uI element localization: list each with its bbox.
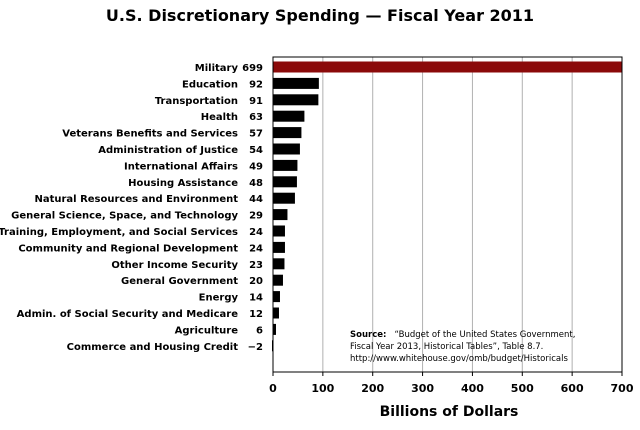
category-label: Other Income Security (111, 260, 238, 271)
source-line-2: Fiscal Year 2013, Historical Tables”, Ta… (350, 342, 543, 352)
category-label: Military (195, 63, 239, 74)
category-label: General Government (121, 276, 238, 287)
category-label: Transportation (155, 96, 238, 107)
category-label: International Affairs (124, 161, 238, 172)
category-label: Agriculture (175, 325, 239, 336)
value-label: 23 (249, 260, 263, 271)
x-tick-label: 600 (561, 382, 584, 395)
x-tick-label: 0 (269, 382, 277, 395)
value-label: 48 (249, 178, 263, 189)
source-note: Source: “Budget of the United States Gov… (350, 322, 575, 364)
value-labels: 699 92 91 63 57 54 49 48 44 29 24 24 23 20 14 12 6 −2 (242, 63, 263, 353)
bar (273, 209, 288, 221)
bar (273, 225, 285, 237)
category-label: Education (182, 79, 238, 90)
category-label: Training, Employment, and Social Service… (0, 227, 238, 238)
source-label: Source: (350, 330, 386, 340)
source-line-1: “Budget of the United States Government, (395, 330, 576, 340)
bar (273, 127, 302, 139)
bar (273, 61, 622, 73)
category-label: Administration of Justice (98, 145, 238, 156)
bar (273, 159, 298, 171)
gridlines (272, 57, 623, 376)
value-label: 14 (249, 293, 263, 304)
x-tick-label: 200 (361, 382, 384, 395)
category-label: Energy (199, 293, 239, 304)
chart-title: U.S. Discretionary Spending — Fiscal Yea… (106, 6, 534, 25)
bar (273, 94, 319, 106)
value-label: −2 (248, 342, 263, 353)
category-label: Community and Regional Development (18, 243, 238, 254)
x-axis-label: Billions of Dollars (380, 404, 519, 420)
value-label: 54 (249, 145, 263, 156)
bar (273, 110, 305, 122)
value-label: 63 (249, 112, 263, 123)
category-label: General Science, Space, and Technology (11, 211, 238, 222)
category-label: Admin. of Social Security and Medicare (17, 309, 239, 320)
bar (273, 143, 300, 155)
category-labels: Military Education Transportation Health Vet… (0, 63, 238, 353)
value-label: 24 (249, 227, 263, 238)
svg-text:Source: “Budget of the: Source: “Budget of the United States Gov… (350, 322, 575, 341)
bar (273, 77, 319, 89)
x-tick-label: 700 (611, 382, 634, 395)
value-label: 6 (256, 325, 263, 336)
value-label: 699 (242, 63, 263, 74)
category-label: Natural Resources and Environment (34, 194, 238, 205)
bar (273, 323, 276, 335)
category-label: Commerce and Housing Credit (67, 342, 239, 353)
x-tick-label: 300 (411, 382, 434, 395)
bar (273, 274, 283, 286)
value-label: 92 (249, 79, 263, 90)
category-label: Health (201, 112, 238, 123)
value-label: 24 (249, 243, 263, 254)
value-label: 49 (249, 161, 263, 172)
value-label: 12 (249, 309, 263, 320)
value-label: 29 (249, 211, 263, 222)
value-label: 20 (249, 276, 263, 287)
bar (273, 176, 297, 188)
value-label: 44 (249, 194, 263, 205)
x-tick-label: 100 (311, 382, 334, 395)
x-tick-labels: 0 100 200 300 400 500 600 700 (269, 382, 634, 395)
value-label: 91 (249, 96, 263, 107)
bar (273, 291, 280, 303)
bar (273, 241, 285, 253)
category-label: Veterans Benefits and Services (62, 129, 238, 140)
bars (272, 61, 622, 352)
bar (273, 307, 279, 319)
x-tick-label: 500 (511, 382, 534, 395)
value-label: 57 (249, 129, 263, 140)
category-label: Housing Assistance (128, 178, 238, 189)
source-line-3: http://www.whitehouse.gov/omb/budget/His… (350, 354, 568, 364)
bar (273, 192, 295, 204)
x-tick-label: 400 (461, 382, 484, 395)
plot-frame (272, 56, 623, 373)
bar (273, 258, 285, 270)
